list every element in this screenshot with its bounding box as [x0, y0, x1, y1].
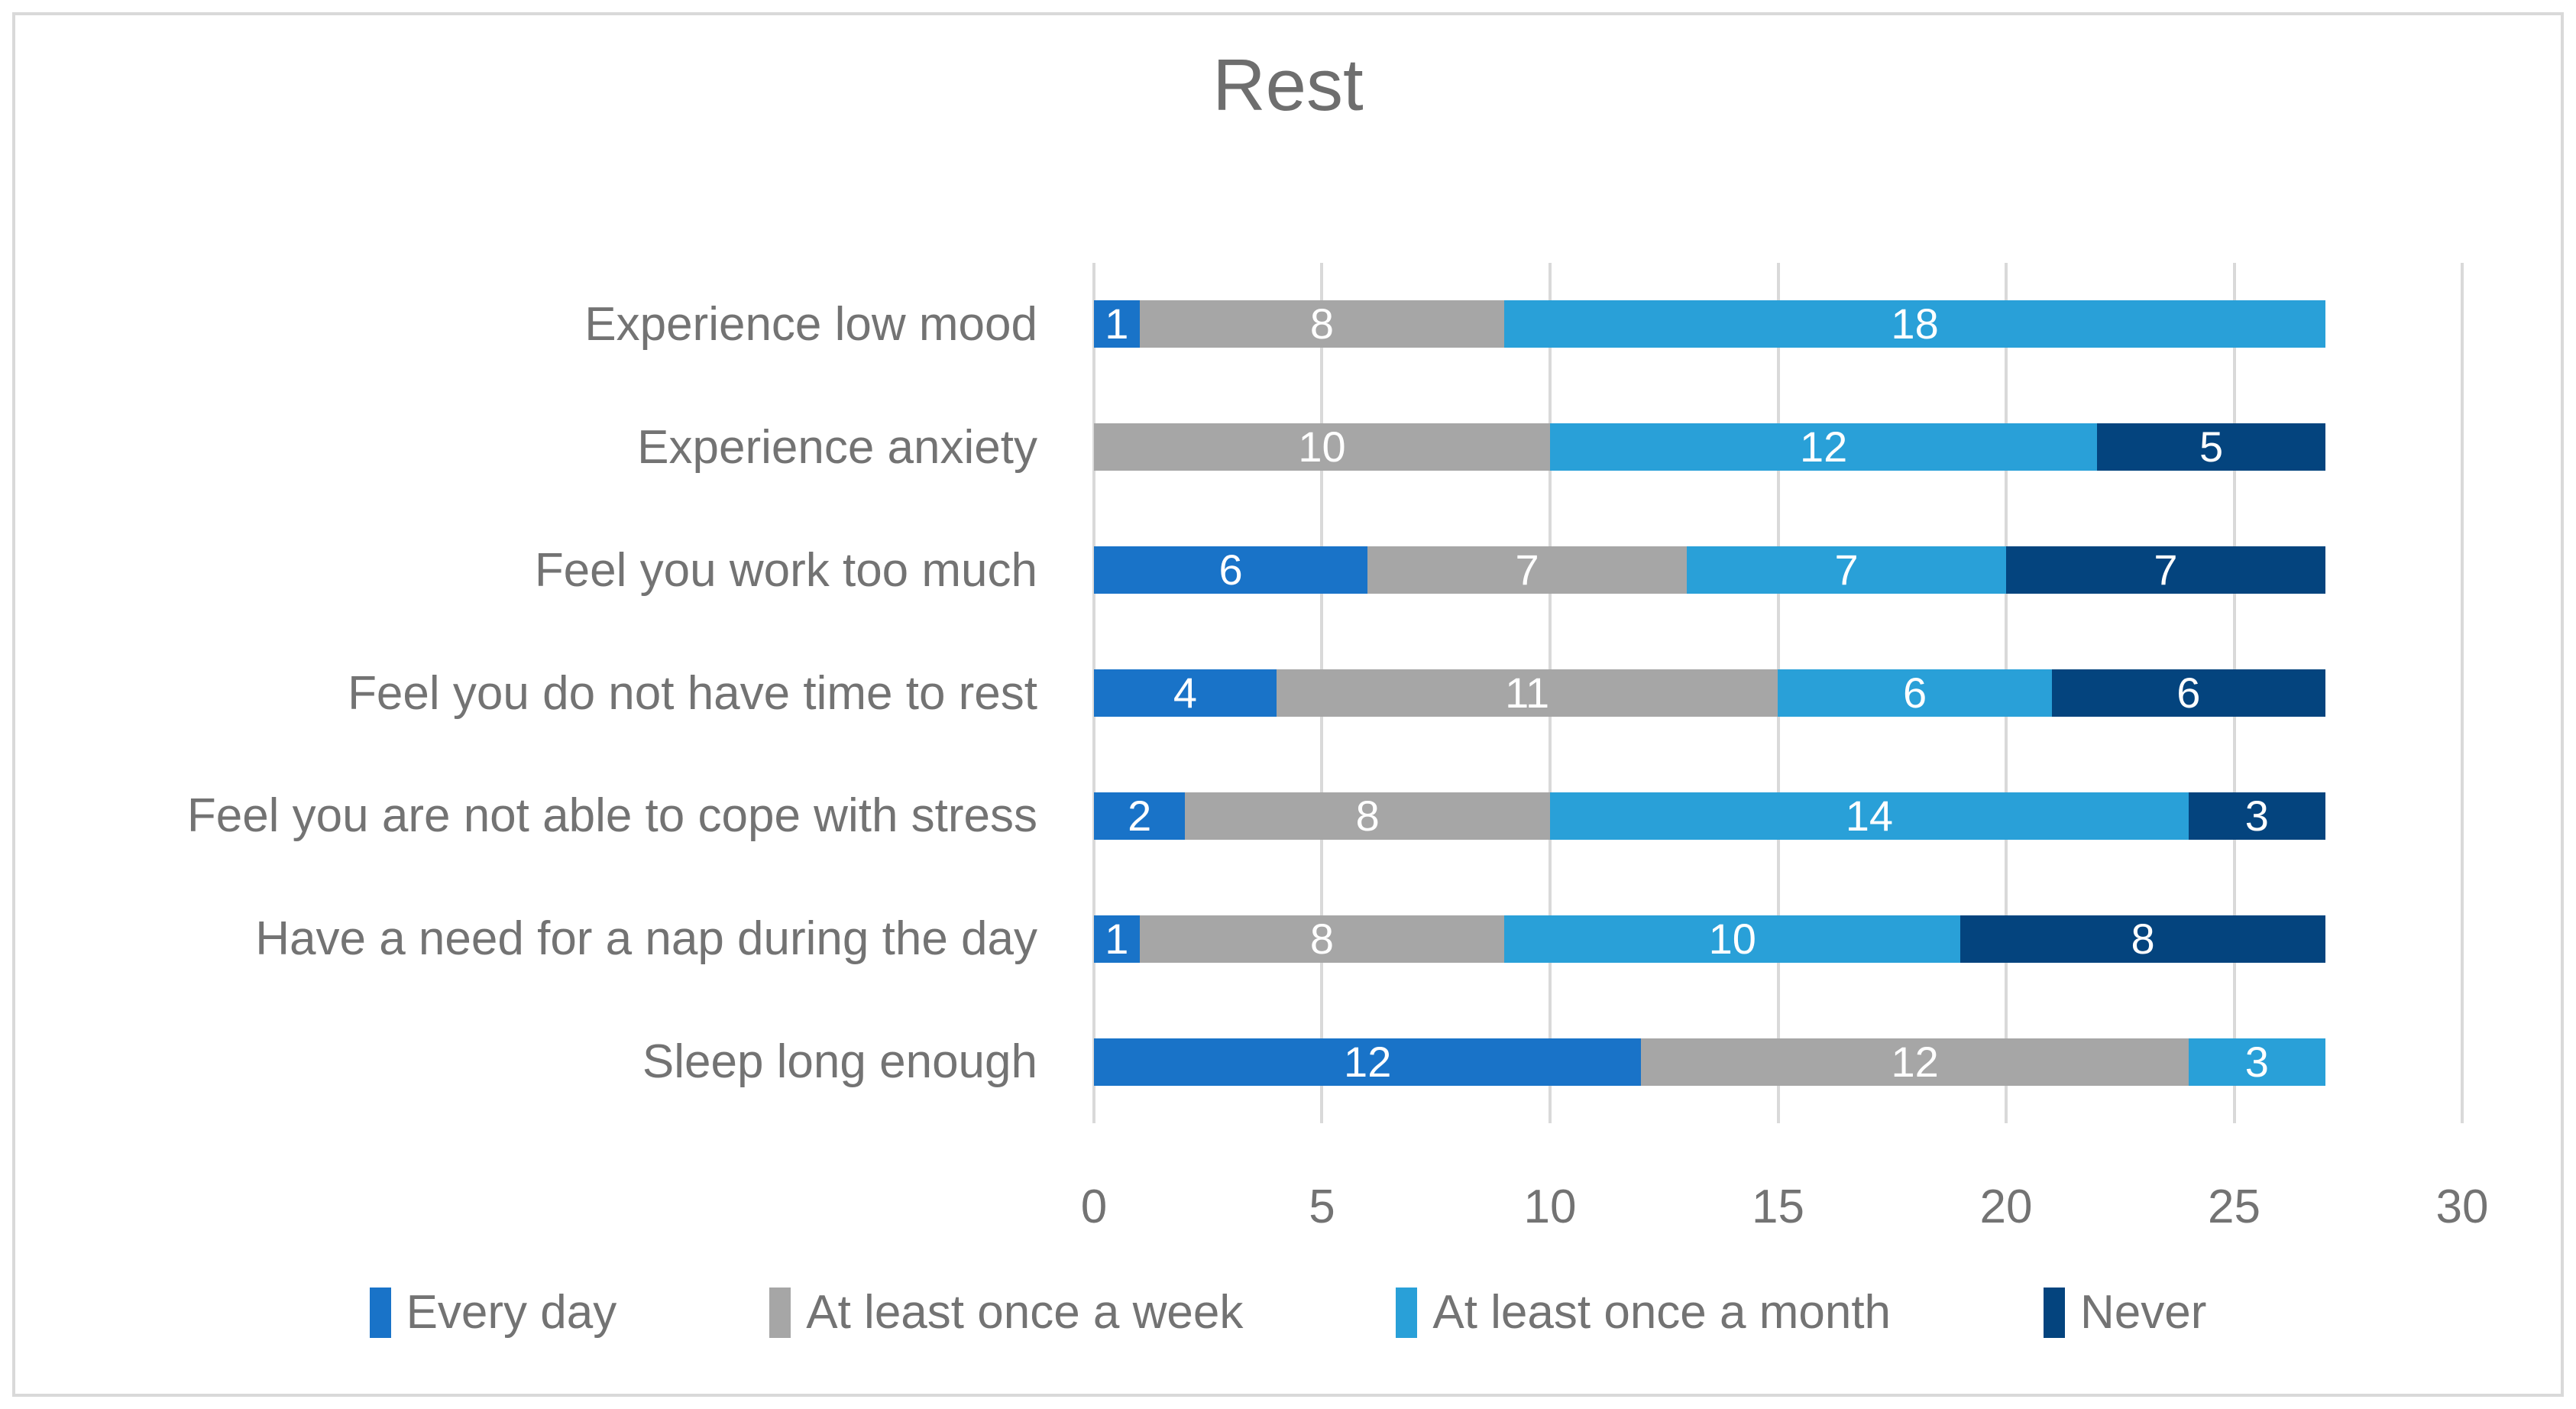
- legend-marker-icon: [2044, 1287, 2066, 1338]
- data-label: 3: [2244, 1038, 2269, 1086]
- category-label-0: Experience low mood: [584, 297, 1037, 351]
- legend-marker-icon: [369, 1287, 391, 1338]
- data-label: 7: [1834, 546, 1859, 594]
- bar-segment[interactable]: 3: [2188, 1038, 2325, 1086]
- category-label-4: Feel you are not able to cope with stres…: [186, 789, 1037, 843]
- bar-segment[interactable]: 10: [1094, 423, 1550, 471]
- bar-segment[interactable]: 7: [1687, 546, 2006, 594]
- bar-segment[interactable]: 8: [1139, 300, 1505, 348]
- x-tick-label-15: 15: [1752, 1181, 1804, 1233]
- bar-segment[interactable]: 2: [1094, 792, 1186, 840]
- bar-segment[interactable]: 8: [1185, 792, 1550, 840]
- data-label: 12: [1344, 1038, 1392, 1086]
- category-label-5: Have a need for a nap during the day: [255, 912, 1037, 966]
- data-label: 6: [1218, 546, 1243, 594]
- bar-row-0: 1 8 18: [1094, 263, 2462, 386]
- bar-row-2: 6 7 7 7: [1094, 509, 2462, 632]
- legend-label: At least once a week: [806, 1286, 1244, 1339]
- bar-segment[interactable]: 14: [1549, 792, 2189, 840]
- bar-row-6: 12 12 3: [1094, 1000, 2462, 1123]
- category-label-2: Feel you work too much: [534, 543, 1037, 597]
- bar-segment[interactable]: 6: [2051, 669, 2325, 717]
- x-tick-label-5: 5: [1309, 1181, 1335, 1233]
- data-label: 3: [2244, 792, 2269, 840]
- category-label-1: Experience anxiety: [637, 420, 1037, 474]
- x-tick-label-25: 25: [2208, 1181, 2260, 1233]
- bar-segment[interactable]: 11: [1276, 669, 1778, 717]
- data-label: 5: [2199, 423, 2224, 471]
- data-label: 1: [1105, 300, 1129, 348]
- bar-segment[interactable]: 5: [2097, 423, 2325, 471]
- bar-row-5: 1 8 10 8: [1094, 877, 2462, 1000]
- x-tick-label-10: 10: [1523, 1181, 1577, 1233]
- data-label: 8: [1309, 915, 1335, 963]
- data-label: 14: [1845, 792, 1894, 840]
- bar-row-3: 4 11 6 6: [1094, 632, 2462, 755]
- category-axis: Experience low mood Experience anxiety Fee…: [0, 263, 1094, 1123]
- bar-segment[interactable]: 18: [1504, 300, 2325, 348]
- legend-item-1[interactable]: At least once a week: [769, 1285, 1243, 1339]
- bar-segment[interactable]: 6: [1094, 546, 1368, 594]
- x-axis: 0 5 10 15 20 25 30: [1081, 1173, 2489, 1242]
- bar-segment[interactable]: 10: [1504, 915, 1961, 963]
- legend-label: At least once a month: [1432, 1286, 1892, 1339]
- bar-segment[interactable]: 12: [1094, 1038, 1642, 1086]
- category-label-6: Sleep long enough: [642, 1035, 1037, 1089]
- legend-item-3[interactable]: Never: [2044, 1285, 2206, 1339]
- legend-item-0[interactable]: Every day: [369, 1285, 617, 1339]
- data-label: 10: [1708, 915, 1756, 963]
- x-tick-label-0: 0: [1080, 1181, 1108, 1233]
- gridline-x-30: [2461, 263, 2464, 1123]
- bar-segment[interactable]: 7: [2005, 546, 2325, 594]
- legend-marker-icon: [1396, 1287, 1418, 1338]
- data-label: 8: [1309, 300, 1335, 348]
- data-label: 18: [1891, 300, 1939, 348]
- bar-row-1: 10 12 5: [1094, 386, 2462, 509]
- data-label: 11: [1505, 669, 1550, 717]
- legend-item-2[interactable]: At least once a month: [1396, 1285, 1891, 1339]
- data-label: 2: [1128, 792, 1152, 840]
- plot-area: 1 8 18 10 12 5 6 7 7 7 4 11 6 6 2 8 14 3 1 8 10 8 12 12 3: [1092, 263, 2464, 1123]
- data-label: 8: [1355, 792, 1380, 840]
- data-label: 10: [1298, 423, 1346, 471]
- data-label: 12: [1800, 423, 1848, 471]
- legend: Every day At least once a week At least on…: [0, 1285, 2576, 1339]
- legend-marker-icon: [769, 1287, 791, 1338]
- data-label: 4: [1173, 669, 1197, 717]
- legend-label: Every day: [406, 1286, 617, 1339]
- bar-segment[interactable]: 7: [1367, 546, 1688, 594]
- bar-segment[interactable]: 12: [1549, 423, 2098, 471]
- bar-segment[interactable]: 1: [1094, 915, 1140, 963]
- data-label: 1: [1105, 915, 1129, 963]
- data-label: 8: [2131, 915, 2155, 963]
- bar-segment[interactable]: 12: [1641, 1038, 2189, 1086]
- data-label: 6: [2176, 669, 2201, 717]
- bar-segment[interactable]: 8: [1139, 915, 1505, 963]
- x-tick-label-30: 30: [2435, 1181, 2489, 1233]
- chart-title: Rest: [1212, 44, 1364, 126]
- data-label: 12: [1891, 1038, 1939, 1086]
- bar-segment[interactable]: 8: [1960, 915, 2325, 963]
- legend-label: Never: [2080, 1286, 2207, 1339]
- data-label: 7: [2154, 546, 2178, 594]
- data-label: 6: [1903, 669, 1927, 717]
- bar-segment[interactable]: 1: [1094, 300, 1140, 348]
- category-label-3: Feel you do not have time to rest: [348, 666, 1037, 720]
- data-label: 7: [1515, 546, 1539, 594]
- bar-segment[interactable]: 6: [1778, 669, 2052, 717]
- bar-segment[interactable]: 4: [1094, 669, 1277, 717]
- x-tick-label-20: 20: [1979, 1181, 2033, 1233]
- bar-row-4: 2 8 14 3: [1094, 754, 2462, 877]
- bar-segment[interactable]: 3: [2188, 792, 2325, 840]
